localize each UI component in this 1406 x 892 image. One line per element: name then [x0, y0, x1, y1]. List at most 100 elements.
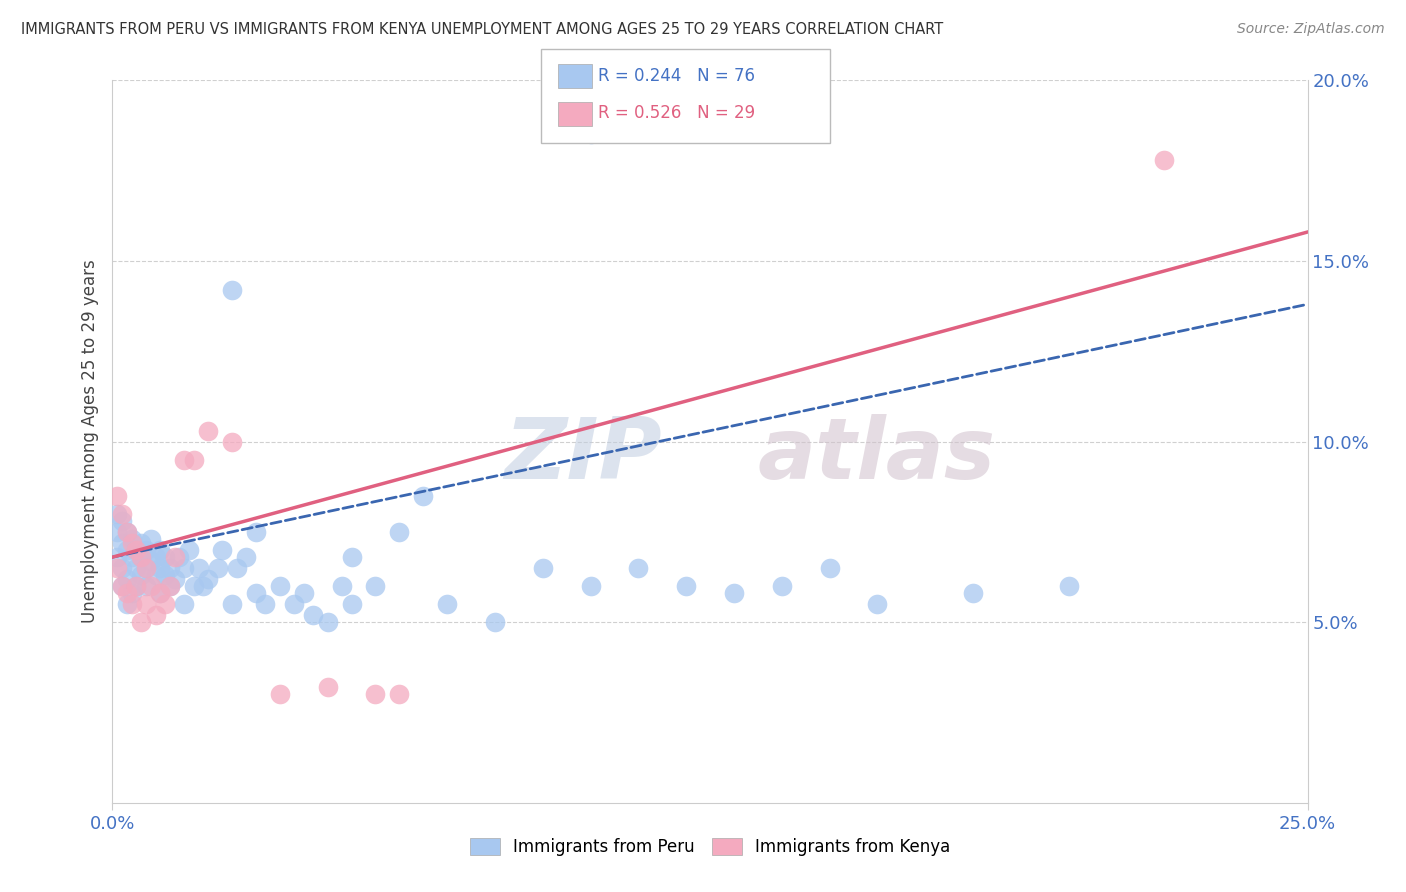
Point: [818, 561, 841, 575]
Point: [221, 434, 243, 449]
Point: [129, 568, 152, 582]
Point: [149, 561, 172, 575]
Point: [364, 687, 387, 701]
Text: IMMIGRANTS FROM PERU VS IMMIGRANTS FROM KENYA UNEMPLOYMENT AMONG AGES 25 TO 29 Y: IMMIGRANTS FROM PERU VS IMMIGRANTS FROM …: [21, 22, 943, 37]
Text: ZIP: ZIP: [505, 415, 662, 498]
Point: [211, 542, 233, 557]
Point: [121, 597, 143, 611]
Point: [145, 550, 167, 565]
Point: [105, 489, 128, 503]
Point: [115, 524, 138, 539]
Point: [135, 579, 157, 593]
Point: [163, 572, 186, 586]
Point: [169, 550, 191, 565]
Point: [139, 554, 162, 568]
Point: [254, 597, 277, 611]
Point: [135, 561, 157, 575]
Point: [177, 542, 200, 557]
Point: [153, 597, 176, 611]
Point: [330, 579, 353, 593]
Point: [770, 579, 793, 593]
Point: [121, 550, 143, 565]
Point: [579, 579, 602, 593]
Point: [125, 542, 148, 557]
Point: [173, 597, 195, 611]
Point: [627, 561, 650, 575]
Point: [579, 128, 602, 142]
Point: [149, 586, 172, 600]
Point: [340, 550, 363, 565]
Point: [105, 507, 128, 521]
Point: [105, 524, 128, 539]
Point: [145, 607, 167, 622]
Point: [129, 615, 152, 630]
Point: [283, 597, 305, 611]
Y-axis label: Unemployment Among Ages 25 to 29 years: Unemployment Among Ages 25 to 29 years: [80, 260, 98, 624]
Point: [149, 586, 172, 600]
Point: [115, 572, 138, 586]
Point: [125, 579, 148, 593]
Point: [197, 572, 219, 586]
Point: [129, 550, 152, 565]
Point: [193, 579, 215, 593]
Point: [115, 586, 138, 600]
Point: [187, 561, 209, 575]
Point: [159, 579, 181, 593]
Point: [111, 579, 134, 593]
Point: [135, 561, 157, 575]
Point: [292, 586, 315, 600]
Point: [364, 579, 387, 593]
Point: [197, 424, 219, 438]
Point: [245, 586, 267, 600]
Point: [125, 579, 148, 593]
Point: [269, 687, 291, 701]
Point: [153, 550, 176, 565]
Point: [962, 586, 984, 600]
Point: [866, 597, 889, 611]
Point: [105, 561, 128, 575]
Point: [340, 597, 363, 611]
Point: [145, 568, 167, 582]
Point: [235, 550, 257, 565]
Point: [1057, 579, 1080, 593]
Point: [531, 561, 554, 575]
Point: [153, 568, 176, 582]
Point: [129, 550, 152, 565]
Text: R = 0.244   N = 76: R = 0.244 N = 76: [598, 67, 755, 85]
Point: [105, 550, 128, 565]
Point: [388, 524, 411, 539]
Point: [135, 597, 157, 611]
Text: R = 0.526   N = 29: R = 0.526 N = 29: [598, 104, 755, 122]
Point: [225, 561, 247, 575]
Point: [388, 687, 411, 701]
Point: [484, 615, 506, 630]
Point: [173, 452, 195, 467]
Point: [111, 514, 134, 528]
Point: [163, 550, 186, 565]
Point: [221, 597, 243, 611]
Point: [149, 542, 172, 557]
Point: [125, 561, 148, 575]
Point: [111, 507, 134, 521]
Point: [173, 561, 195, 575]
Point: [207, 561, 229, 575]
Point: [111, 561, 134, 575]
Point: [183, 452, 205, 467]
Point: [269, 579, 291, 593]
Point: [245, 524, 267, 539]
Point: [723, 586, 745, 600]
Point: [1153, 153, 1175, 167]
Point: [159, 561, 181, 575]
Point: [121, 535, 143, 549]
Point: [221, 283, 243, 297]
Point: [139, 579, 162, 593]
Point: [115, 597, 138, 611]
Point: [159, 579, 181, 593]
Point: [121, 586, 143, 600]
Point: [115, 524, 138, 539]
Text: Source: ZipAtlas.com: Source: ZipAtlas.com: [1237, 22, 1385, 37]
Point: [111, 535, 134, 549]
Legend: Immigrants from Peru, Immigrants from Kenya: Immigrants from Peru, Immigrants from Ke…: [463, 831, 957, 863]
Point: [436, 597, 458, 611]
Point: [139, 532, 162, 546]
